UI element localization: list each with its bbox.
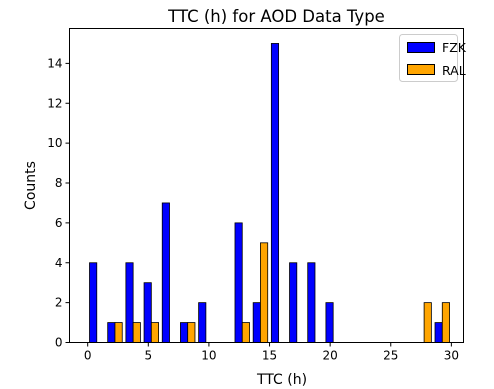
x-tick-label: 15 <box>262 349 277 363</box>
bar-fzk-0 <box>89 262 98 343</box>
x-tick-label: 0 <box>84 349 92 363</box>
legend: FZK RAL <box>399 34 467 82</box>
y-tick-label: 2 <box>55 296 63 310</box>
y-axis-label: Counts <box>23 161 39 210</box>
legend-label-ral: RAL <box>442 63 466 78</box>
bar-fzk-12 <box>307 262 316 343</box>
x-tick-label: 30 <box>444 349 459 363</box>
y-tick-label: 4 <box>55 256 63 270</box>
bar-ral-19 <box>441 302 450 343</box>
bar-ral-3 <box>150 322 160 343</box>
legend-label-fzk: FZK <box>442 40 467 55</box>
y-tick-label: 8 <box>55 176 63 190</box>
bar-fzk-2 <box>125 262 134 343</box>
y-tick-label: 6 <box>55 216 63 230</box>
chart-title: TTC (h) for AOD Data Type <box>167 7 385 26</box>
legend-swatch-ral <box>407 64 435 75</box>
bar-fzk-19 <box>434 322 443 343</box>
x-tick-label: 25 <box>383 349 398 363</box>
bar-fzk-4 <box>161 202 170 343</box>
plot-frame <box>69 28 464 343</box>
x-axis-ticks: 0 5 10 15 20 25 30 <box>84 342 459 363</box>
y-axis-ticks: 0 2 4 6 8 10 12 14 <box>47 56 70 350</box>
bar-fzk-1 <box>107 322 116 343</box>
bar-ral-18 <box>423 302 432 343</box>
bar-ral-5 <box>187 322 196 343</box>
x-tick-label: 5 <box>144 349 152 363</box>
bar-fzk-6 <box>198 302 207 343</box>
y-tick-label: 12 <box>47 96 62 110</box>
x-tick-label: 20 <box>323 349 338 363</box>
bar-ral-1 <box>114 322 123 343</box>
bar-fzk-9 <box>252 302 261 343</box>
y-tick-label: 10 <box>47 136 62 150</box>
bar-fzk-13 <box>325 302 334 343</box>
legend-swatch-fzk <box>407 42 435 53</box>
bar-fzk-8 <box>234 222 243 343</box>
y-tick-label: 0 <box>55 336 63 350</box>
x-axis-label: TTC (h) <box>256 372 307 388</box>
bar-ral-9 <box>260 242 269 343</box>
x-tick-label: 10 <box>201 349 216 363</box>
bar-fzk-10 <box>270 43 280 343</box>
bar-fzk-3 <box>143 282 152 343</box>
bar-ral-8 <box>241 322 250 343</box>
bar-fzk-5 <box>180 322 189 343</box>
y-tick-label: 14 <box>47 56 62 70</box>
bar-ral-2 <box>132 322 141 343</box>
bar-fzk-11 <box>289 262 298 343</box>
